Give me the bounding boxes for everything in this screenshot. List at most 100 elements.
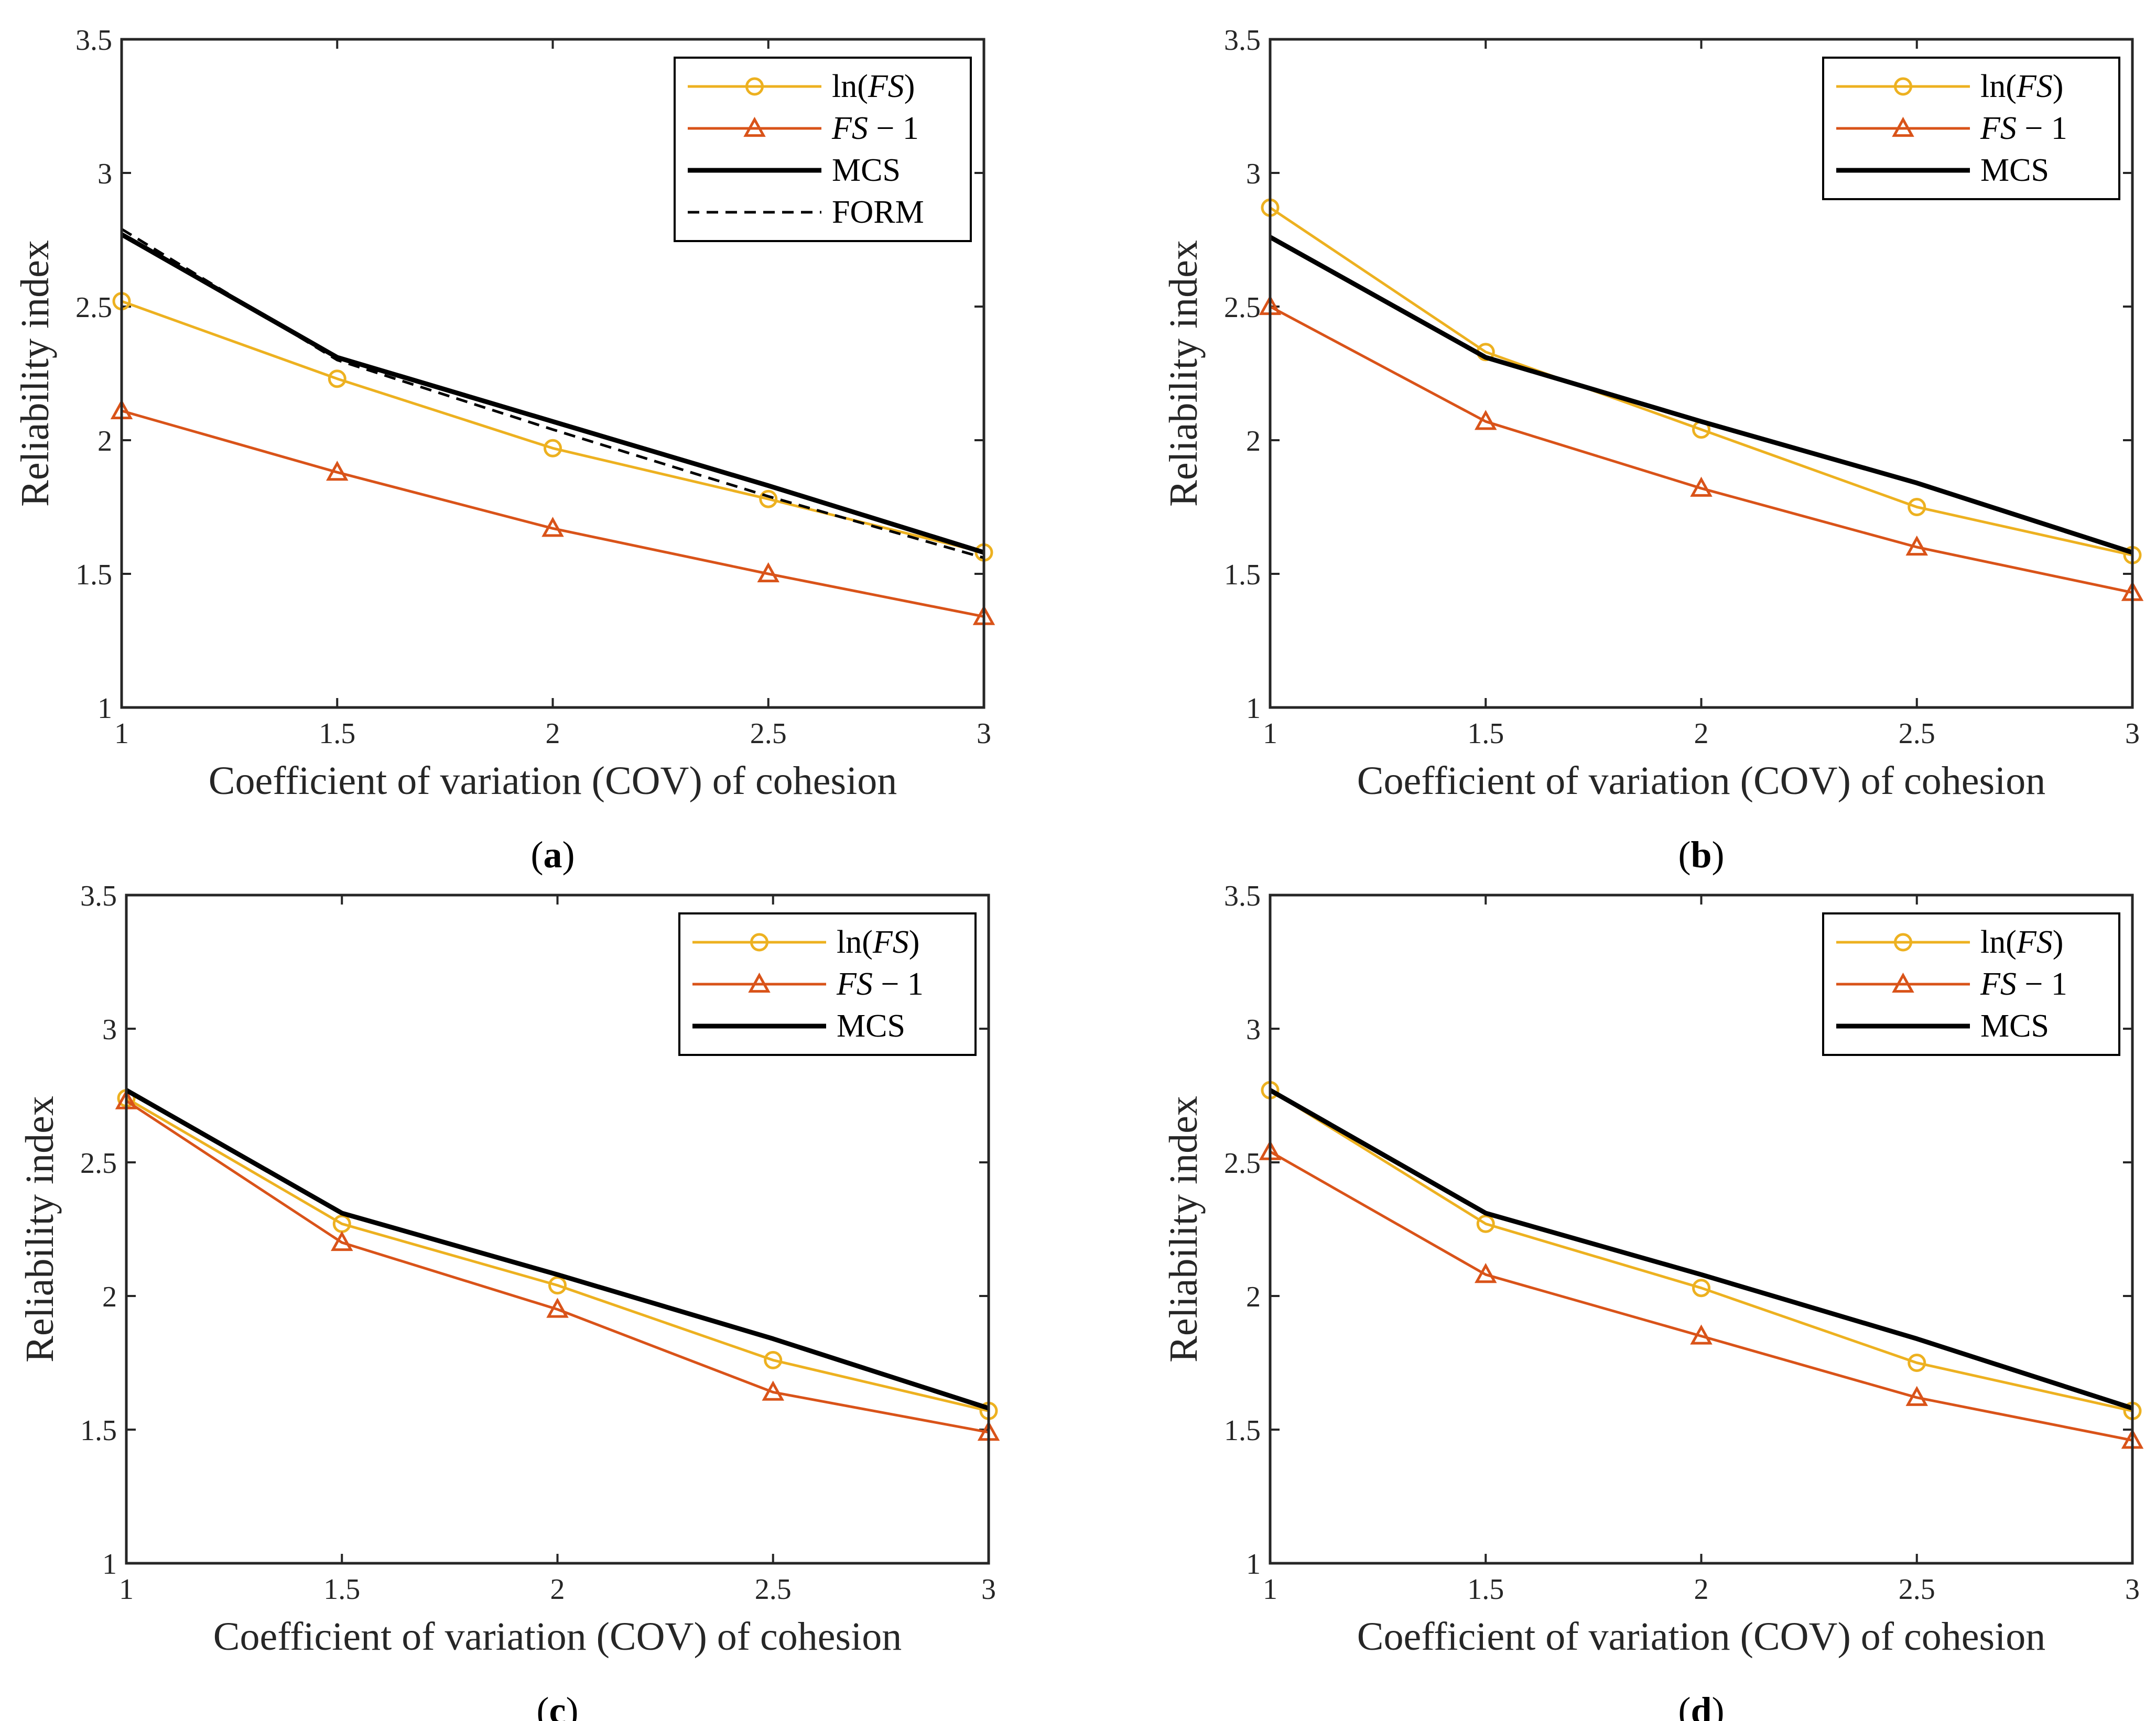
legend-marker-fs1 (1892, 116, 1914, 137)
series-line-mcs (1269, 235, 2133, 555)
data-point-ln (1476, 1214, 1495, 1233)
data-point-fs1 (762, 1380, 784, 1401)
y-tick-label: 3 (102, 1014, 117, 1046)
x-tick-label: 2 (546, 717, 560, 750)
y-tick-label: 1 (1246, 1548, 1261, 1581)
x-tick-label: 2.5 (1899, 1573, 1935, 1606)
data-point-ln (1908, 498, 1926, 516)
legend-label-form: FORM (832, 194, 924, 230)
panel-label: (a) (531, 834, 575, 876)
series-line-mcs (1269, 1088, 2133, 1411)
y-tick-label: 2.5 (1224, 291, 1261, 324)
legend-box (674, 57, 972, 242)
series-line-fs1 (1269, 1150, 2133, 1442)
legend-label-mcs: MCS (1980, 1008, 2049, 1044)
series-line-mcs (125, 1088, 990, 1411)
series-line-ln (125, 1097, 989, 1412)
y-axis-label: Reliability index (18, 1096, 62, 1363)
legend-label-fs1: FS − 1 (1980, 111, 2067, 146)
x-axis-label: Coefficient of variation (COV) of cohesi… (1357, 1615, 2045, 1659)
series-line-ln (1269, 1089, 2133, 1412)
x-tick-label: 1.5 (1467, 717, 1504, 750)
x-tick-label: 1.5 (319, 717, 355, 750)
data-point-ln (1692, 1279, 1710, 1298)
legend-label-mcs: MCS (837, 1008, 905, 1044)
axes-box (1269, 38, 2134, 709)
x-tick-label: 3 (977, 717, 991, 750)
legend-label-mcs: MCS (1980, 153, 2049, 188)
y-tick-label: 3 (1246, 1014, 1261, 1046)
chart-panel-d: 1 1.5 2 2.5 3 1 1.5 2 2.5 3 3.5 ln(FS) FS − 1 MCS Coef… (1162, 880, 2144, 1721)
series-line-form (121, 227, 984, 559)
data-point-fs1 (546, 1298, 569, 1318)
data-point-fs1 (1905, 1386, 1928, 1406)
y-tick-label: 1.5 (80, 1414, 117, 1447)
legend-label-fs1: FS − 1 (1980, 966, 2067, 1002)
data-point-ln (759, 489, 778, 508)
chart-panel-b: 1 1.5 2 2.5 3 1 1.5 2 2.5 3 3.5 ln(FS) FS − 1 MCS Coef… (1162, 24, 2144, 876)
chart-panel-c: 1 1.5 2 2.5 3 1 1.5 2 2.5 3 3.5 ln(FS) FS − 1 MCS Coef… (18, 880, 1000, 1721)
legend-marker-fs1 (743, 116, 766, 137)
y-tick-label: 1.5 (1224, 1414, 1261, 1447)
x-tick-label: 2.5 (1899, 717, 1935, 750)
data-point-fs1 (757, 562, 779, 583)
x-axis-label: Coefficient of variation (COV) of cohesi… (209, 759, 897, 803)
panel-label: (d) (1678, 1690, 1724, 1721)
data-point-fs1 (331, 1230, 353, 1251)
panel-label: (b) (1678, 834, 1724, 876)
legend-label-ln: ln(FS) (832, 69, 915, 104)
y-tick-label: 1 (102, 1548, 117, 1581)
legend-label-fs1: FS − 1 (836, 966, 924, 1002)
axes-box (125, 894, 990, 1565)
x-tick-label: 1 (114, 717, 129, 750)
y-axis-label: Reliability index (13, 240, 57, 507)
y-tick-label: 1.5 (75, 559, 112, 591)
data-point-fs1 (1475, 1263, 1497, 1283)
x-tick-label: 2.5 (755, 1573, 792, 1606)
data-point-fs1 (1475, 410, 1497, 430)
y-tick-label: 3.5 (1224, 24, 1261, 57)
y-axis-label: Reliability index (1162, 1096, 1206, 1363)
x-axis-label: Coefficient of variation (COV) of cohesi… (1357, 759, 2045, 803)
legend-label-mcs: MCS (832, 153, 901, 188)
y-tick-label: 2.5 (75, 291, 112, 324)
y-tick-label: 3 (97, 158, 112, 190)
x-axis-label: Coefficient of variation (COV) of cohesi… (213, 1615, 902, 1659)
y-tick-label: 3.5 (75, 24, 112, 57)
x-tick-label: 1 (1263, 1573, 1277, 1606)
y-tick-label: 3.5 (1224, 880, 1261, 912)
panel-label: (c) (537, 1690, 579, 1721)
data-point-fs1 (1690, 476, 1713, 497)
legend-marker-ln (1894, 77, 1912, 96)
y-tick-label: 1 (97, 692, 112, 725)
legend-marker-fs1 (1892, 972, 1914, 993)
data-point-fs1 (326, 461, 349, 481)
axes-box (1269, 894, 2134, 1565)
x-tick-label: 1 (119, 1573, 134, 1606)
data-point-ln (1908, 1354, 1926, 1372)
y-tick-label: 2.5 (80, 1147, 117, 1180)
y-tick-label: 2 (97, 425, 112, 458)
series-line-fs1 (125, 1099, 989, 1434)
x-tick-label: 3 (2125, 717, 2140, 750)
x-tick-label: 2 (550, 1573, 565, 1606)
legend-label-ln: ln(FS) (837, 924, 919, 960)
data-point-ln (328, 369, 346, 388)
data-point-fs1 (1690, 1324, 1713, 1345)
series-line-mcs (120, 232, 985, 555)
data-point-ln (544, 439, 562, 458)
legend-label-ln: ln(FS) (1980, 924, 2063, 960)
legend-marker-ln (1894, 933, 1912, 952)
series-line-fs1 (121, 409, 984, 618)
y-tick-label: 2 (1246, 425, 1261, 458)
y-tick-label: 2 (1246, 1281, 1261, 1313)
legend-label-ln: ln(FS) (1980, 69, 2063, 104)
chart-panel-a: 1 1.5 2 2.5 3 1 1.5 2 2.5 3 3.5 ln(FS) FS − 1 MCS FORM… (13, 24, 995, 876)
legend-label-fs1: FS − 1 (831, 111, 919, 146)
axes-box (120, 38, 985, 709)
data-point-fs1 (541, 517, 564, 537)
x-tick-label: 1.5 (323, 1573, 360, 1606)
y-tick-label: 2 (102, 1281, 117, 1313)
legend-marker-ln (745, 77, 764, 96)
